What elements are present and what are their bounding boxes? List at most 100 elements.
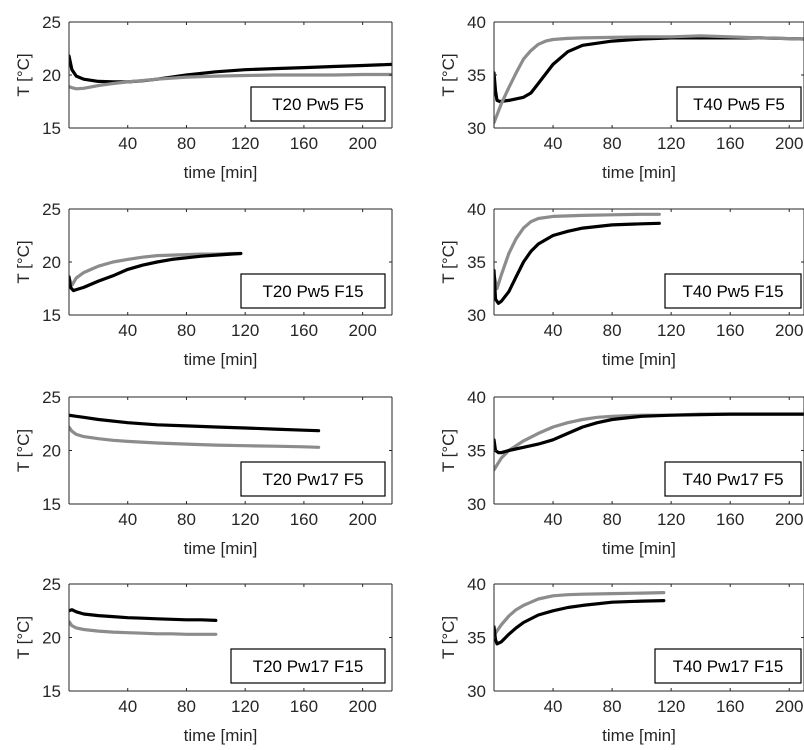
x-tick-label: 80 — [177, 697, 196, 716]
y-tick-label: 35 — [467, 629, 486, 648]
x-axis-label: time [min] — [602, 350, 676, 369]
x-axis-label: time [min] — [184, 539, 258, 558]
chart-panel-6: 40 80 120 160 200 30 35 40 time [min] T [°C] T40 P… — [439, 388, 804, 558]
annotation-label: T40 Pw17 F5 — [682, 470, 783, 489]
x-tick-label: 80 — [603, 697, 622, 716]
y-axis-label: T [°C] — [439, 429, 458, 472]
annotation-box — [230, 648, 386, 684]
chart-panel-7: 40 80 120 160 200 15 20 25 time [min] T [°C] T20 P… — [14, 575, 393, 745]
x-tick-label: 40 — [544, 510, 563, 529]
x-tick-label: 200 — [348, 321, 376, 340]
y-tick-label: 20 — [42, 66, 61, 85]
x-tick-label: 40 — [118, 510, 137, 529]
y-tick-label: 40 — [467, 388, 486, 407]
series-line-2 — [69, 425, 321, 449]
y-tick-label: 20 — [42, 629, 61, 648]
x-tick-label: 160 — [716, 510, 744, 529]
x-tick-label: 120 — [231, 321, 259, 340]
x-tick-label: 40 — [544, 134, 563, 153]
annotation-label: T40 Pw17 F15 — [673, 657, 784, 676]
x-tick-label: 160 — [716, 697, 744, 716]
x-axis-label: time [min] — [602, 726, 676, 745]
x-axis-label: time [min] — [184, 350, 258, 369]
x-axis-label: time [min] — [184, 163, 258, 182]
y-tick-label: 20 — [42, 442, 61, 461]
y-tick-label: 15 — [42, 682, 61, 701]
annotation-label: T20 Pw17 F15 — [253, 657, 364, 676]
y-axis-label: T [°C] — [14, 429, 33, 472]
series-line-2 — [494, 221, 661, 305]
x-tick-label: 120 — [231, 510, 259, 529]
chart-panel-5: 40 80 120 160 200 15 20 25 time [min] T [°C] T20 P… — [14, 388, 393, 558]
x-tick-label: 160 — [716, 134, 744, 153]
series-line-2 — [69, 72, 392, 91]
y-axis-label: T [°C] — [439, 240, 458, 283]
y-tick-label: 35 — [467, 442, 486, 461]
annotation-box — [240, 273, 386, 309]
x-axis-label: time [min] — [602, 539, 676, 558]
y-axis-label: T [°C] — [14, 616, 33, 659]
x-tick-label: 200 — [775, 510, 803, 529]
series-line-2 — [69, 619, 218, 636]
y-tick-label: 30 — [467, 495, 486, 514]
series-line-1 — [494, 590, 666, 638]
series-line-1 — [69, 413, 321, 433]
x-tick-label: 40 — [118, 321, 137, 340]
x-tick-label: 40 — [118, 697, 137, 716]
x-tick-label: 40 — [118, 134, 137, 153]
x-tick-label: 120 — [657, 134, 685, 153]
y-tick-label: 30 — [467, 119, 486, 138]
annotation-box — [664, 461, 802, 497]
y-tick-label: 35 — [467, 253, 486, 272]
chart-panel-8: 40 80 120 160 200 30 35 40 time [min] T [°C] T40 P… — [439, 575, 804, 745]
chart-panel-1: 40 80 120 160 200 15 20 25 time [min] T [°C] T20 P… — [14, 13, 393, 182]
x-tick-label: 160 — [290, 697, 318, 716]
series-line-2 — [494, 598, 666, 646]
annotation-box — [664, 273, 802, 309]
x-tick-label: 40 — [544, 321, 563, 340]
y-tick-label: 40 — [467, 13, 486, 32]
chart-panel-4: 40 80 120 160 200 30 35 40 time [min] T [°C] T40 P… — [439, 200, 804, 369]
y-axis-label: T [°C] — [439, 616, 458, 659]
annotation-label: T40 Pw5 F5 — [693, 95, 785, 114]
y-tick-label: 15 — [42, 495, 61, 514]
x-tick-label: 120 — [231, 697, 259, 716]
annotation-label: T40 Pw5 F15 — [682, 282, 783, 301]
annotation-label: T20 Pw5 F5 — [272, 95, 364, 114]
x-tick-label: 160 — [290, 134, 318, 153]
y-tick-label: 40 — [467, 575, 486, 594]
y-tick-label: 25 — [42, 13, 61, 32]
annotation-box — [676, 86, 802, 122]
series-line-1 — [494, 36, 804, 104]
x-tick-label: 80 — [177, 510, 196, 529]
x-tick-label: 120 — [657, 321, 685, 340]
y-axis-label: T [°C] — [14, 240, 33, 283]
annotation-box — [240, 461, 386, 497]
y-axis-label: T [°C] — [439, 53, 458, 96]
x-tick-label: 80 — [177, 134, 196, 153]
y-tick-label: 25 — [42, 200, 61, 219]
x-tick-label: 160 — [290, 510, 318, 529]
y-tick-label: 15 — [42, 306, 61, 325]
series-line-1 — [494, 212, 661, 291]
x-tick-label: 200 — [348, 510, 376, 529]
y-tick-label: 30 — [467, 306, 486, 325]
annotation-box — [250, 86, 386, 122]
annotation-label: T20 Pw5 F15 — [262, 282, 363, 301]
series-line-2 — [69, 251, 243, 293]
y-tick-label: 20 — [42, 253, 61, 272]
y-tick-label: 15 — [42, 119, 61, 138]
y-axis-label: T [°C] — [14, 53, 33, 96]
x-tick-label: 80 — [603, 321, 622, 340]
series-line-2 — [494, 34, 804, 125]
x-axis-label: time [min] — [602, 163, 676, 182]
x-tick-label: 120 — [657, 510, 685, 529]
y-tick-label: 25 — [42, 575, 61, 594]
x-tick-label: 200 — [348, 134, 376, 153]
x-tick-label: 160 — [716, 321, 744, 340]
x-tick-label: 80 — [603, 510, 622, 529]
x-tick-label: 200 — [775, 321, 803, 340]
x-tick-label: 120 — [657, 697, 685, 716]
x-tick-label: 120 — [231, 134, 259, 153]
